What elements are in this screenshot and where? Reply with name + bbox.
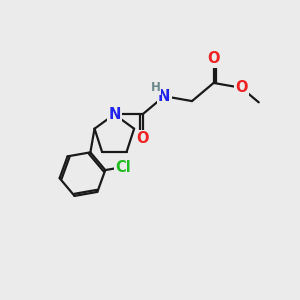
Text: N: N [108, 107, 121, 122]
Text: H: H [151, 81, 161, 94]
Text: N: N [158, 89, 170, 104]
Text: O: O [136, 131, 149, 146]
Text: Cl: Cl [115, 160, 131, 175]
Text: O: O [207, 51, 220, 66]
Text: O: O [235, 80, 248, 95]
